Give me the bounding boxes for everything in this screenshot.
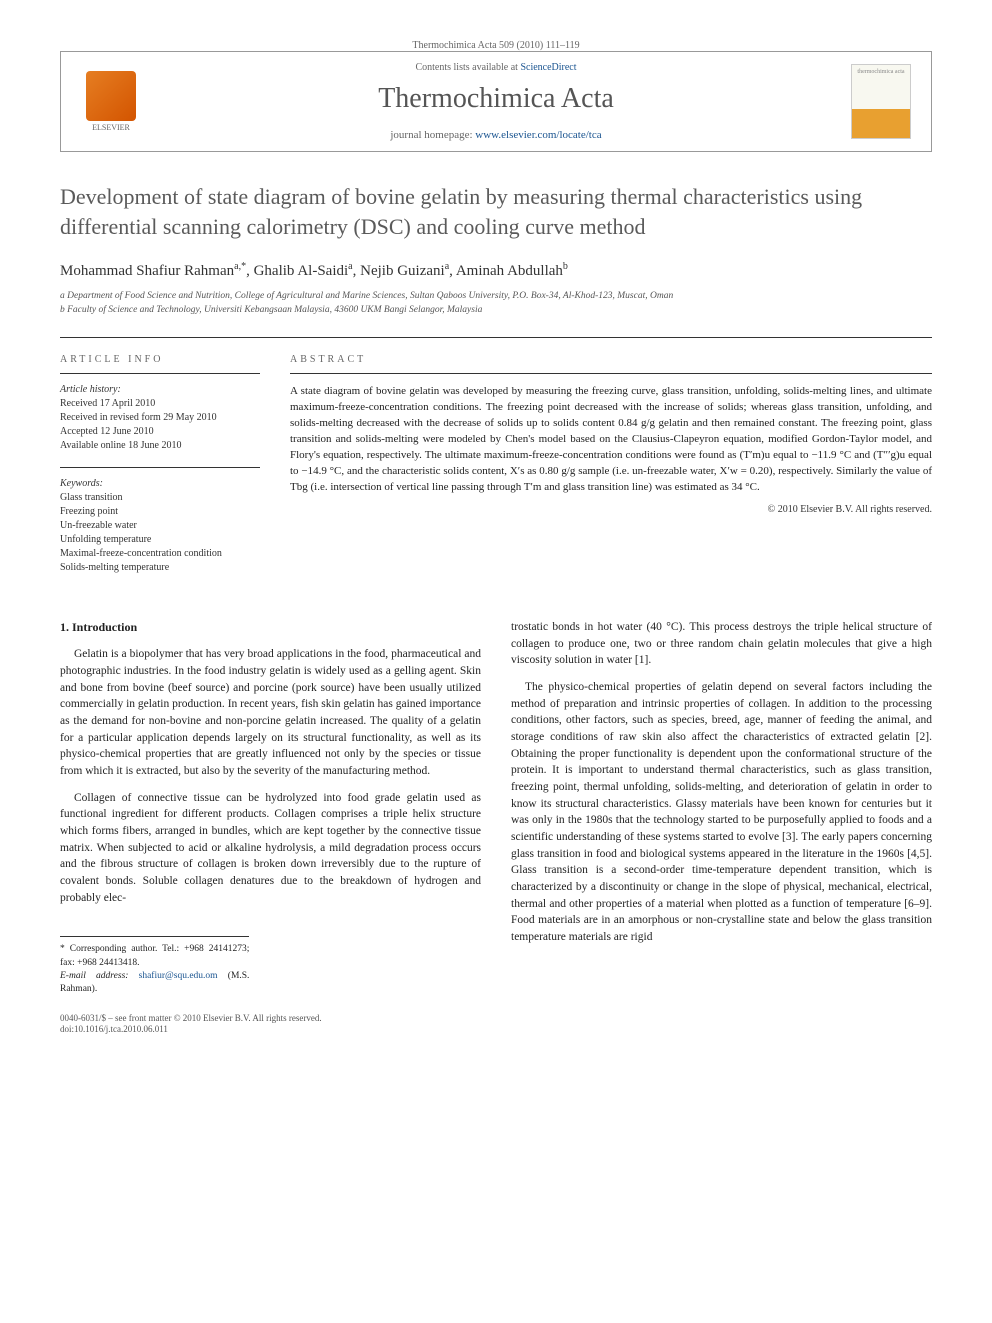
footer-line-1: 0040-6031/$ – see front matter © 2010 El… — [60, 1013, 932, 1025]
elsevier-label: ELSEVIER — [92, 123, 130, 132]
corresponding-line-1: * Corresponding author. Tel.: +968 24141… — [60, 943, 249, 970]
keyword-5: Maximal-freeze-concentration condition — [60, 547, 260, 561]
affiliations: a Department of Food Science and Nutriti… — [60, 290, 932, 317]
author-1: Mohammad Shafiur Rahman — [60, 263, 234, 279]
keyword-4: Unfolding temperature — [60, 533, 260, 547]
info-divider — [60, 467, 260, 468]
journal-name: Thermochimica Acta — [141, 83, 851, 115]
journal-header-box: ELSEVIER Contents lists available at Sci… — [60, 51, 932, 152]
affiliation-b: b Faculty of Science and Technology, Uni… — [60, 304, 932, 317]
body-column-left: 1. Introduction Gelatin is a biopolymer … — [60, 619, 481, 997]
journal-cover-label: thermochimica acta — [852, 65, 910, 75]
authors-line: Mohammad Shafiur Rahmana,*, Ghalib Al-Sa… — [60, 261, 932, 280]
section-heading-intro: 1. Introduction — [60, 619, 481, 636]
intro-paragraph-2: Collagen of connective tissue can be hyd… — [60, 790, 481, 907]
author-3-sup: a — [445, 261, 449, 272]
homepage-prefix: journal homepage: — [390, 129, 475, 141]
accepted-date: Accepted 12 June 2010 — [60, 425, 260, 439]
homepage-link[interactable]: www.elsevier.com/locate/tca — [475, 129, 601, 141]
sciencedirect-link[interactable]: ScienceDirect — [520, 62, 576, 73]
intro-paragraph-1: Gelatin is a biopolymer that has very br… — [60, 646, 481, 779]
footer-doi: doi:10.1016/j.tca.2010.06.011 — [60, 1024, 932, 1036]
author-2: Ghalib Al-Saidi — [254, 263, 349, 279]
body-columns: 1. Introduction Gelatin is a biopolymer … — [60, 619, 932, 997]
elsevier-logo: ELSEVIER — [81, 67, 141, 137]
article-info-column: ARTICLE INFO Article history: Received 1… — [60, 354, 260, 589]
page-footer: 0040-6031/$ – see front matter © 2010 El… — [60, 1013, 932, 1036]
received-date: Received 17 April 2010 — [60, 397, 260, 411]
header-center: Contents lists available at ScienceDirec… — [141, 62, 851, 141]
affiliation-a: a Department of Food Science and Nutriti… — [60, 290, 932, 303]
corresponding-email[interactable]: shafiur@squ.edu.om — [139, 971, 218, 981]
keyword-3: Un-freezable water — [60, 519, 260, 533]
history-label: Article history: — [60, 384, 260, 395]
email-label: E-mail address: — [60, 971, 139, 981]
keyword-2: Freezing point — [60, 505, 260, 519]
homepage-line: journal homepage: www.elsevier.com/locat… — [141, 129, 851, 141]
journal-reference: Thermochimica Acta 509 (2010) 111–119 — [60, 40, 932, 51]
author-2-sup: a — [348, 261, 352, 272]
abstract-text: A state diagram of bovine gelatin was de… — [290, 384, 932, 496]
contents-lists-line: Contents lists available at ScienceDirec… — [141, 62, 851, 73]
corresponding-author-block: * Corresponding author. Tel.: +968 24141… — [60, 936, 249, 996]
author-3: Nejib Guizani — [360, 263, 445, 279]
article-info-heading: ARTICLE INFO — [60, 354, 260, 374]
author-1-sup: a,* — [234, 261, 246, 272]
revised-date: Received in revised form 29 May 2010 — [60, 411, 260, 425]
intro-paragraph-3: trostatic bonds in hot water (40 °C). Th… — [511, 619, 932, 669]
journal-cover-thumbnail: thermochimica acta — [851, 64, 911, 139]
keywords-block: Keywords: Glass transition Freezing poin… — [60, 478, 260, 575]
intro-paragraph-4: The physico-chemical properties of gelat… — [511, 679, 932, 946]
contents-prefix: Contents lists available at — [415, 62, 520, 73]
article-history-block: Article history: Received 17 April 2010 … — [60, 384, 260, 453]
abstract-heading: ABSTRACT — [290, 354, 932, 374]
body-column-right: trostatic bonds in hot water (40 °C). Th… — [511, 619, 932, 997]
keywords-label: Keywords: — [60, 478, 260, 489]
abstract-column: ABSTRACT A state diagram of bovine gelat… — [290, 354, 932, 589]
abstract-copyright: © 2010 Elsevier B.V. All rights reserved… — [290, 504, 932, 515]
online-date: Available online 18 June 2010 — [60, 439, 260, 453]
corresponding-line-2: E-mail address: shafiur@squ.edu.om (M.S.… — [60, 970, 249, 997]
keyword-1: Glass transition — [60, 491, 260, 505]
article-title: Development of state diagram of bovine g… — [60, 182, 932, 241]
elsevier-tree-icon — [86, 71, 136, 121]
keyword-6: Solids-melting temperature — [60, 561, 260, 575]
author-4-sup: b — [563, 261, 568, 272]
info-abstract-row: ARTICLE INFO Article history: Received 1… — [60, 337, 932, 589]
author-4: Aminah Abdullah — [456, 263, 563, 279]
